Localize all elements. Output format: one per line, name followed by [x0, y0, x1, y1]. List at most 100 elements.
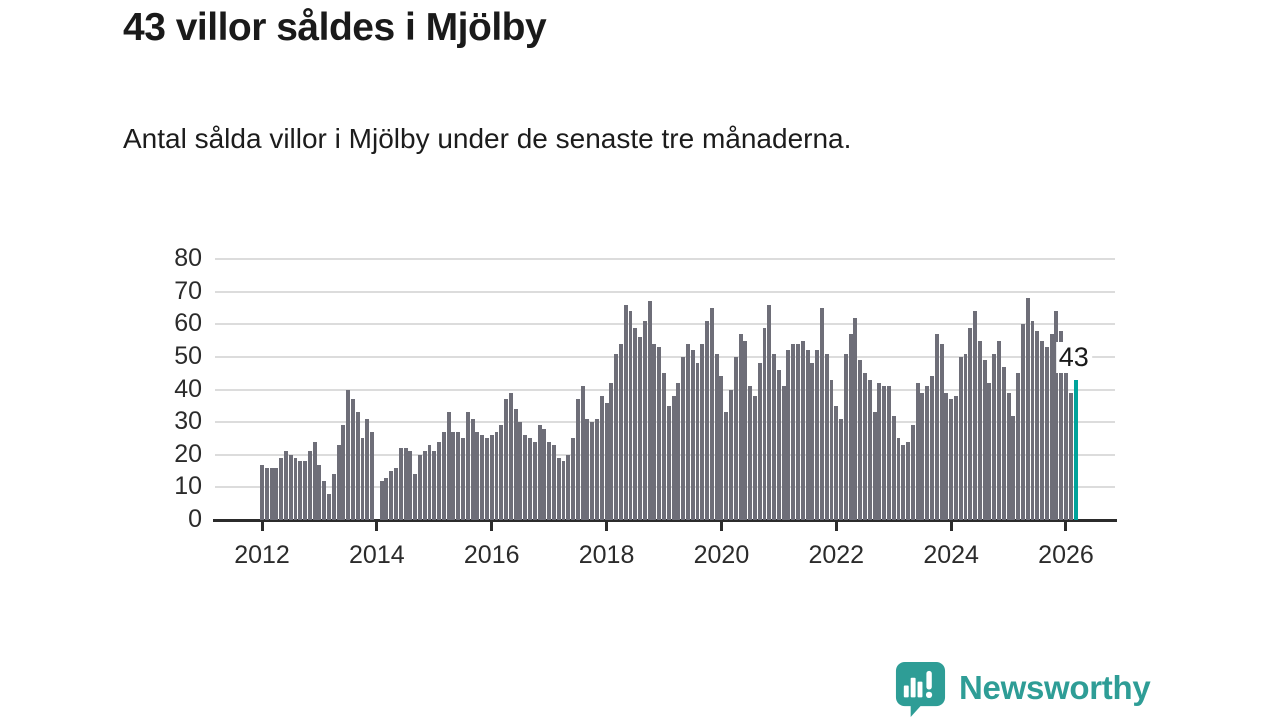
bar: [504, 399, 508, 520]
x-axis-tick: [949, 521, 953, 531]
bar: [618, 343, 623, 520]
bar: [571, 438, 575, 520]
bar: [1035, 330, 1040, 520]
y-axis-tick-label: 50: [174, 341, 202, 370]
bar: [709, 307, 714, 520]
bar: [920, 392, 925, 520]
bar: [1040, 340, 1044, 520]
bar: [776, 369, 781, 520]
bar: [1001, 366, 1006, 520]
bar: [561, 461, 566, 520]
bar: [523, 435, 528, 520]
bar: [944, 392, 949, 520]
gridline-60: [215, 323, 1115, 326]
bar: [867, 379, 872, 520]
bar: [690, 350, 695, 520]
bar: [341, 425, 346, 520]
bar: [456, 431, 461, 520]
bar: [1030, 320, 1035, 520]
brand-logo: Newsworthy: [893, 659, 1151, 717]
bar: [839, 418, 843, 520]
y-axis-tick-label: 10: [174, 472, 202, 501]
bar: [695, 363, 700, 520]
bar: [877, 382, 882, 520]
bar: [767, 304, 772, 520]
bar: [657, 347, 662, 520]
x-axis-tick: [834, 521, 838, 531]
bar: [647, 301, 652, 520]
bar: [1011, 415, 1016, 520]
y-axis-tick-label: 40: [174, 374, 202, 403]
bar: [413, 474, 418, 520]
x-axis-tick: [375, 521, 379, 531]
bar: [953, 396, 958, 520]
bar: [614, 353, 619, 520]
bar: [743, 340, 748, 520]
bar: [475, 431, 480, 520]
bar: [915, 382, 920, 520]
bar: [829, 379, 834, 520]
bar: [910, 425, 915, 520]
page-title: 43 villor såldes i Mjölby: [123, 6, 547, 49]
bar: [542, 428, 547, 520]
bar: [863, 373, 867, 520]
bar: [819, 307, 824, 520]
bar: [566, 454, 571, 520]
bar: [762, 327, 767, 520]
bar: [1073, 379, 1078, 520]
bar: [997, 340, 1001, 520]
bar: [968, 327, 973, 520]
y-axis-tick-label: 60: [174, 309, 202, 338]
bar: [772, 353, 776, 520]
bar: [977, 340, 982, 520]
bar: [556, 458, 561, 520]
bar: [958, 356, 963, 520]
bar: [470, 418, 475, 520]
bar: [652, 343, 657, 520]
bar: [499, 425, 504, 520]
bar: [800, 340, 805, 520]
bar: [752, 396, 757, 520]
bar: [1068, 392, 1073, 520]
bar: [681, 356, 686, 520]
bar: [1020, 324, 1025, 520]
bar: [599, 396, 604, 520]
x-axis-line: [213, 518, 1117, 522]
bar: [260, 464, 264, 520]
x-axis-tick: [260, 521, 264, 531]
bar: [350, 399, 355, 520]
bar: [437, 441, 441, 520]
bar: [307, 451, 312, 520]
bar: [642, 320, 647, 520]
bar: [1006, 392, 1011, 520]
bar: [312, 441, 317, 520]
bar: [662, 373, 666, 520]
bar: [604, 402, 609, 520]
bar: [700, 343, 705, 520]
bar: [623, 304, 628, 520]
bar: [346, 389, 351, 520]
bar: [886, 386, 891, 520]
bar: [1049, 334, 1054, 520]
bar: [441, 431, 446, 520]
bar: [585, 418, 590, 520]
chart-subtitle: Antal sålda villor i Mjölby under de sen…: [123, 123, 852, 154]
bar: [547, 441, 552, 520]
bar: [848, 334, 853, 520]
gridline-70: [215, 290, 1115, 293]
value-annotation: 43: [1055, 341, 1092, 373]
newsworthy-logo-icon: [895, 661, 946, 717]
bar: [331, 474, 336, 520]
y-axis-tick-label: 70: [174, 276, 202, 305]
bar: [379, 480, 384, 520]
bar: [796, 343, 800, 520]
x-axis-tick: [490, 521, 494, 531]
bar: [853, 317, 858, 520]
bar: [738, 334, 743, 520]
bar: [729, 389, 733, 520]
bar: [925, 386, 930, 520]
brand-name: Newsworthy: [959, 669, 1151, 706]
bar: [427, 444, 432, 520]
bar: [685, 343, 690, 520]
